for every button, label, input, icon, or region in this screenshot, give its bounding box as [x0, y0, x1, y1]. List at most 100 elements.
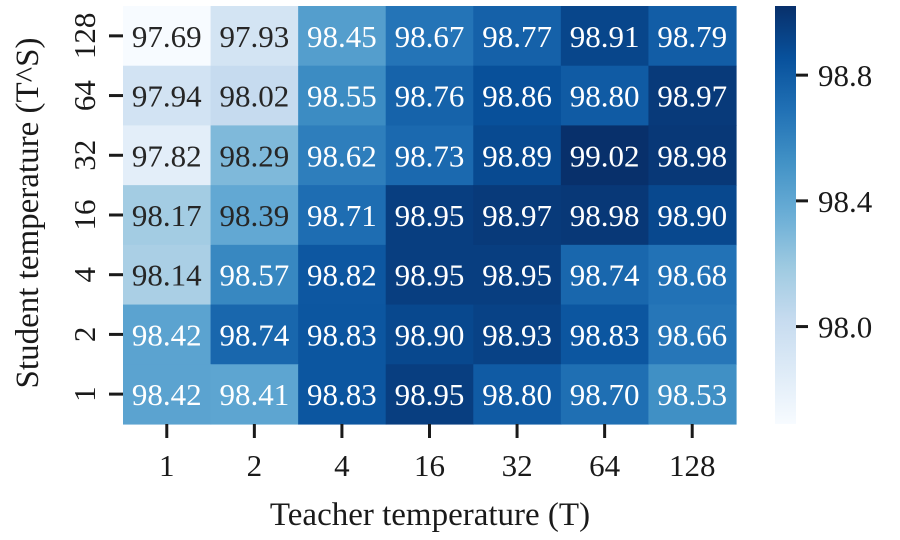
x-tick-label: 1 — [159, 448, 175, 483]
heatmap-cell — [560, 125, 650, 186]
y-tick-label: 128 — [67, 13, 102, 60]
heatmap-cell — [648, 364, 737, 425]
heatmap-cells — [123, 6, 737, 425]
cell-value-label: 98.82 — [307, 258, 377, 293]
heatmap-cell — [473, 65, 562, 127]
colorbar-tick-label: 98.0 — [818, 310, 872, 345]
colorbar-ticks: 98.0 98.4 98.8 — [796, 58, 873, 345]
cell-value-label: 98.98 — [657, 138, 727, 173]
heatmap-cell — [298, 304, 387, 365]
cell-value-label: 98.17 — [132, 198, 202, 233]
cell-value-label: 98.95 — [395, 377, 465, 412]
cell-value-label: 98.86 — [482, 79, 552, 114]
cell-value-label: 98.62 — [307, 138, 377, 173]
x-tick-label: 32 — [502, 448, 533, 483]
y-axis-label: Student temperature (T^S) — [10, 38, 46, 389]
heatmap-cell — [123, 364, 212, 425]
x-tick-label: 128 — [669, 448, 716, 483]
cell-value-label: 98.53 — [657, 377, 727, 412]
cell-value-label: 98.41 — [219, 377, 289, 412]
heatmap-cell — [648, 244, 737, 306]
cell-value-label: 98.45 — [307, 19, 377, 54]
cell-value-label: 98.66 — [657, 317, 727, 352]
cell-value-label: 98.29 — [219, 138, 289, 173]
cell-value-label: 98.39 — [219, 198, 289, 233]
cell-value-label: 98.97 — [657, 79, 727, 114]
heatmap-cell — [385, 125, 474, 186]
heatmap-cell — [298, 125, 387, 186]
cell-value-label: 98.70 — [570, 377, 640, 412]
x-tick-label: 4 — [334, 448, 350, 483]
heatmap-cell — [648, 125, 737, 186]
cell-value-label: 98.95 — [395, 258, 465, 293]
heatmap-cell — [385, 6, 474, 67]
cell-value-label: 98.02 — [219, 79, 289, 114]
cell-value-label: 98.68 — [657, 258, 727, 293]
cell-value-label: 98.77 — [482, 19, 552, 54]
cell-value-label: 98.67 — [395, 19, 465, 54]
cell-value-label: 98.93 — [482, 317, 552, 352]
heatmap-cell — [560, 6, 650, 67]
heatmap-cell — [648, 6, 737, 67]
cell-value-label: 98.71 — [307, 198, 377, 233]
cell-value-label: 98.90 — [657, 198, 727, 233]
heatmap-cell — [123, 304, 212, 365]
colorbar-tick-label: 98.8 — [818, 58, 872, 93]
y-tick-label: 1 — [67, 386, 102, 402]
heatmap-cell — [298, 6, 387, 67]
y-tick-label: 2 — [67, 327, 102, 343]
heatmap-cell — [473, 244, 562, 306]
heatmap-cell — [473, 125, 562, 186]
heatmap-cell — [210, 244, 299, 306]
cell-value-label: 97.94 — [132, 79, 202, 114]
heatmap-cell — [648, 65, 737, 127]
cell-value-label: 97.82 — [132, 138, 202, 173]
heatmap-cell — [560, 65, 650, 127]
cell-value-label: 98.80 — [482, 377, 552, 412]
heatmap-cell — [298, 364, 387, 425]
cell-value-label: 98.83 — [570, 317, 640, 352]
heatmap-cell — [123, 244, 212, 306]
heatmap-cell — [473, 364, 562, 425]
heatmap-cell — [473, 185, 562, 246]
heatmap-cell — [385, 304, 474, 365]
x-axis: 1 2 4 16 32 64 128 — [159, 424, 715, 483]
heatmap-cell — [298, 244, 387, 306]
colorbar — [775, 6, 796, 424]
y-axis: 128 64 32 16 4 2 1 — [67, 13, 123, 402]
y-tick-label: 64 — [67, 80, 102, 112]
cell-value-label: 98.83 — [307, 377, 377, 412]
heatmap-cell — [123, 185, 212, 246]
cell-value-label: 98.74 — [570, 258, 640, 293]
heatmap-cell — [210, 65, 299, 127]
heatmap-cell — [385, 244, 474, 306]
heatmap-cell — [385, 185, 474, 246]
heatmap-cell — [210, 125, 299, 186]
cell-value-label: 98.74 — [219, 317, 289, 352]
heatmap-cell — [123, 65, 212, 127]
heatmap-cell — [473, 6, 562, 67]
y-tick-label: 32 — [67, 140, 102, 171]
cell-value-label: 98.90 — [395, 317, 465, 352]
cell-value-label: 98.83 — [307, 317, 377, 352]
y-tick-label: 16 — [67, 199, 102, 230]
x-tick-label: 64 — [589, 448, 621, 483]
colorbar-tick-label: 98.4 — [818, 184, 873, 219]
cell-value-label: 99.02 — [570, 138, 640, 173]
heatmap-cell — [210, 6, 299, 67]
heatmap-cell — [385, 364, 474, 425]
heatmap-cell — [385, 65, 474, 127]
cell-value-label: 98.76 — [395, 79, 465, 114]
cell-value-label: 98.89 — [482, 138, 552, 173]
cell-value-label: 98.73 — [395, 138, 465, 173]
cell-value-label: 98.98 — [570, 198, 640, 233]
cell-value-label: 97.69 — [132, 19, 202, 54]
heatmap-cell — [560, 364, 650, 425]
cell-value-label: 98.95 — [482, 258, 552, 293]
heatmap-cell — [648, 185, 737, 246]
cell-value-label: 98.57 — [219, 258, 289, 293]
heatmap-cell — [473, 304, 562, 365]
x-tick-label: 2 — [247, 448, 263, 483]
heatmap-cell — [298, 65, 387, 127]
